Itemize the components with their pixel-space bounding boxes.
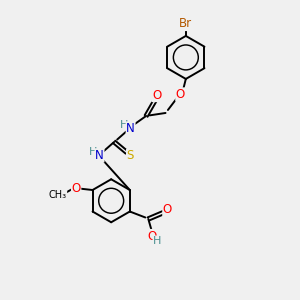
- Text: O: O: [147, 230, 157, 242]
- Text: CH₃: CH₃: [49, 190, 67, 200]
- Text: H: H: [89, 147, 98, 157]
- Text: O: O: [71, 182, 81, 195]
- Text: H: H: [153, 236, 161, 246]
- Text: H: H: [120, 120, 128, 130]
- Text: S: S: [127, 149, 134, 163]
- Text: N: N: [95, 149, 104, 162]
- Text: N: N: [126, 122, 135, 135]
- Text: O: O: [152, 88, 161, 102]
- Text: O: O: [176, 88, 185, 101]
- Text: Br: Br: [179, 17, 192, 31]
- Text: O: O: [163, 203, 172, 216]
